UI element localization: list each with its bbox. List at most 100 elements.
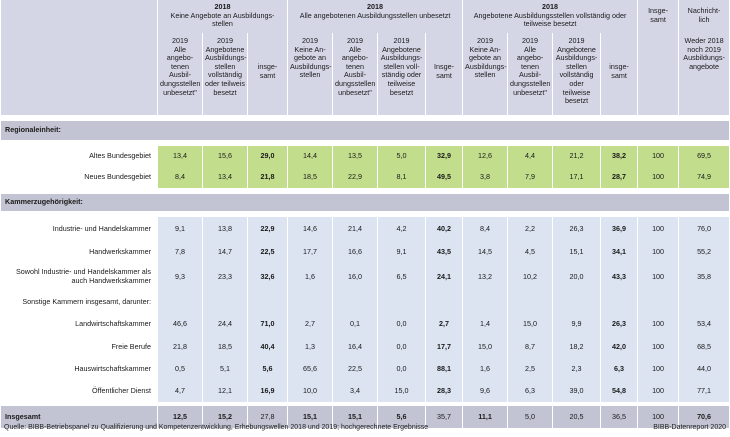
cell bbox=[158, 292, 202, 312]
cell: 77,1 bbox=[679, 380, 730, 402]
cell: 13,5 bbox=[333, 146, 378, 167]
cell: 49,5 bbox=[426, 167, 463, 188]
table-row: Landwirtschaftskammer 46,6 24,4 71,0 2,7 0,1 0… bbox=[1, 312, 730, 336]
cell: 88,1 bbox=[426, 358, 463, 380]
header-group-none: 2018 Keine Angebote an Ausbildungs- stel… bbox=[158, 0, 288, 33]
cell: 0,0 bbox=[378, 336, 426, 358]
table-row: Industrie- und Handelskammer 9,1 13,8 22,9 1… bbox=[1, 217, 730, 242]
cell: 8,7 bbox=[508, 336, 553, 358]
cell: 24,4 bbox=[203, 312, 247, 336]
table-row: Sowohl Industrie- und Handelskammer als … bbox=[1, 262, 730, 292]
cell: 1,4 bbox=[463, 312, 508, 336]
cell: 32,6 bbox=[248, 262, 288, 292]
cell: 100 bbox=[638, 146, 679, 167]
cell: 35,7 bbox=[426, 406, 463, 428]
cell: 27,8 bbox=[248, 406, 288, 428]
cell: 16,0 bbox=[333, 262, 378, 292]
header-sub bbox=[638, 33, 679, 115]
cell: 6,3 bbox=[601, 358, 638, 380]
cell: 9,1 bbox=[158, 217, 202, 242]
cell: 14,4 bbox=[288, 146, 333, 167]
header-group-all: 2018 Alle angebotenen Ausbildungsstellen… bbox=[288, 0, 463, 33]
header-sub: 2019 Angebotene Ausbildungs- stellen vol… bbox=[553, 33, 601, 115]
row-label: Sonstige Kammern insgesamt, darunter: bbox=[1, 292, 157, 312]
cell: 22,5 bbox=[248, 242, 288, 262]
cell: 36,9 bbox=[601, 217, 638, 242]
cell bbox=[378, 292, 426, 312]
cell: 22,9 bbox=[248, 217, 288, 242]
cell: 100 bbox=[638, 336, 679, 358]
row-label: Handwerkskammer bbox=[1, 242, 157, 262]
footer-report: BIBB-Datenreport 2020 bbox=[653, 424, 726, 431]
cell: 71,0 bbox=[248, 312, 288, 336]
cell: 21,2 bbox=[553, 146, 601, 167]
cell: 22,5 bbox=[333, 358, 378, 380]
row-label: Freie Berufe bbox=[1, 336, 157, 358]
cell: 14,5 bbox=[463, 242, 508, 262]
cell: 69,5 bbox=[679, 146, 730, 167]
cell: 4,2 bbox=[378, 217, 426, 242]
cell: 23,3 bbox=[203, 262, 247, 292]
cell: 4,5 bbox=[508, 242, 553, 262]
cell: 0,1 bbox=[333, 312, 378, 336]
cell: 16,4 bbox=[333, 336, 378, 358]
header-sub: insge- samt bbox=[601, 33, 638, 115]
header-group-all-year: 2018 bbox=[367, 2, 384, 11]
header-group-full-title: Angebotene Ausbildungsstellen vollständi… bbox=[473, 10, 627, 29]
cell: 4,7 bbox=[158, 380, 202, 402]
cell: 43,3 bbox=[601, 262, 638, 292]
header-sub: 2019 Keine An- gebote an Ausbildungs- st… bbox=[288, 33, 333, 115]
cell bbox=[553, 292, 601, 312]
cell bbox=[426, 292, 463, 312]
row-label: Sowohl Industrie- und Handelskammer als … bbox=[1, 262, 157, 292]
cell: 2,7 bbox=[288, 312, 333, 336]
header-group-none-title: Keine Angebote an Ausbildungs- stellen bbox=[170, 10, 275, 29]
cell: 100 bbox=[638, 242, 679, 262]
table-row: Hauswirtschaftskammer 0,5 5,1 5,6 65,6 22,5 0,… bbox=[1, 358, 730, 380]
row-label: Öffentlicher Dienst bbox=[1, 380, 157, 402]
cell: 9,1 bbox=[378, 242, 426, 262]
cell: 14,7 bbox=[203, 242, 247, 262]
cell: 15,2 bbox=[203, 406, 247, 428]
cell: 39,0 bbox=[553, 380, 601, 402]
cell: 18,5 bbox=[203, 336, 247, 358]
cell: 6,5 bbox=[378, 262, 426, 292]
cell: 54,8 bbox=[601, 380, 638, 402]
cell: 16,9 bbox=[248, 380, 288, 402]
header-sub: 2019 Keine An- gebote an Ausbildungs- st… bbox=[463, 33, 508, 115]
cell: 100 bbox=[638, 167, 679, 188]
cell: 5,0 bbox=[508, 406, 553, 428]
header-group-full: 2018 Angebotene Ausbildungsstellen volls… bbox=[463, 0, 638, 33]
cell: 1,6 bbox=[463, 358, 508, 380]
cell: 0,5 bbox=[158, 358, 202, 380]
cell: 100 bbox=[638, 406, 679, 428]
cell: 20,0 bbox=[553, 262, 601, 292]
table-row: Öffentlicher Dienst 4,7 12,1 16,9 10,0 3,4 15,… bbox=[1, 380, 730, 402]
table-row: Sonstige Kammern insgesamt, darunter: bbox=[1, 292, 730, 312]
cell: 3,8 bbox=[463, 167, 508, 188]
cell: 3,4 bbox=[333, 380, 378, 402]
kammer-body: Industrie- und Handelskammer 9,1 13,8 22,9 1… bbox=[1, 217, 730, 406]
header-group-none-year: 2018 bbox=[214, 2, 231, 11]
header-group-all-title: Alle angebotenen Ausbildungsstellen unbe… bbox=[299, 10, 451, 20]
header-sub: 2019 Alle angebo- tenen Ausbil- dungsste… bbox=[158, 33, 202, 115]
header-sub: Weder 2018 noch 2019 Ausbildungs- angebo… bbox=[679, 33, 730, 115]
table-row: Neues Bundesgebiet 8,4 13,4 21,8 18,5 22… bbox=[1, 167, 730, 188]
section-region: Regionaleinheit: bbox=[1, 121, 730, 140]
cell: 15,1 bbox=[553, 242, 601, 262]
cell: 5,6 bbox=[378, 406, 426, 428]
cell: 9,3 bbox=[158, 262, 202, 292]
cell: 15,6 bbox=[203, 146, 247, 167]
cell: 43,5 bbox=[426, 242, 463, 262]
cell bbox=[679, 292, 730, 312]
cell bbox=[248, 292, 288, 312]
cell: 65,6 bbox=[288, 358, 333, 380]
cell: 26,3 bbox=[553, 217, 601, 242]
cell: 16,6 bbox=[333, 242, 378, 262]
cell: 8,4 bbox=[463, 217, 508, 242]
cell: 40,2 bbox=[426, 217, 463, 242]
cell: 7,9 bbox=[508, 167, 553, 188]
cell: 12,6 bbox=[463, 146, 508, 167]
cell: 100 bbox=[638, 217, 679, 242]
